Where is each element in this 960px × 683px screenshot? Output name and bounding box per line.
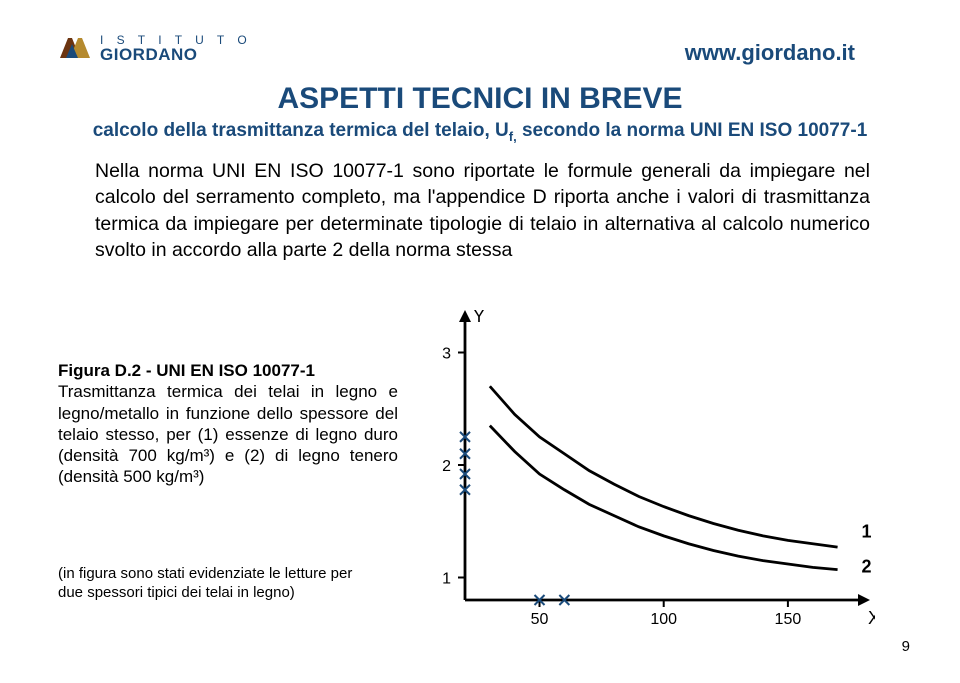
svg-text:1: 1 [442,571,451,588]
svg-text:100: 100 [650,611,677,628]
svg-text:1: 1 [861,521,871,541]
page-number: 9 [902,638,910,655]
svg-text:X: X [868,608,875,628]
svg-text:Y: Y [473,310,485,326]
figure-caption-body: Trasmittanza termica dei telai in legno … [58,382,398,486]
header-url: www.giordano.it [685,40,855,66]
chart: 50 100 150 1 2 3 X Y 1 2 [415,310,875,630]
svg-text:50: 50 [531,611,549,628]
logo-text: I S T I T U T O GIORDANO [100,34,252,63]
svg-text:2: 2 [442,458,451,475]
figure-note: (in figura sono stati evidenziate le let… [58,565,363,603]
body-paragraph: Nella norma UNI EN ISO 10077-1 sono ripo… [95,158,870,263]
svg-text:3: 3 [442,346,451,363]
page-subtitle: calcolo della trasmittanza termica del t… [0,120,960,144]
logo-mark-icon [58,30,94,66]
svg-text:2: 2 [861,556,871,576]
svg-text:150: 150 [775,611,802,628]
logo-line2: GIORDANO [100,46,252,63]
logo: I S T I T U T O GIORDANO [58,30,252,66]
figure-caption: Figura D.2 - UNI EN ISO 10077-1 Trasmitt… [58,360,398,488]
figure-caption-bold: Figura D.2 - UNI EN ISO 10077-1 [58,361,315,380]
page-title: ASPETTI TECNICI IN BREVE [0,82,960,116]
logo-line1: I S T I T U T O [100,34,252,46]
